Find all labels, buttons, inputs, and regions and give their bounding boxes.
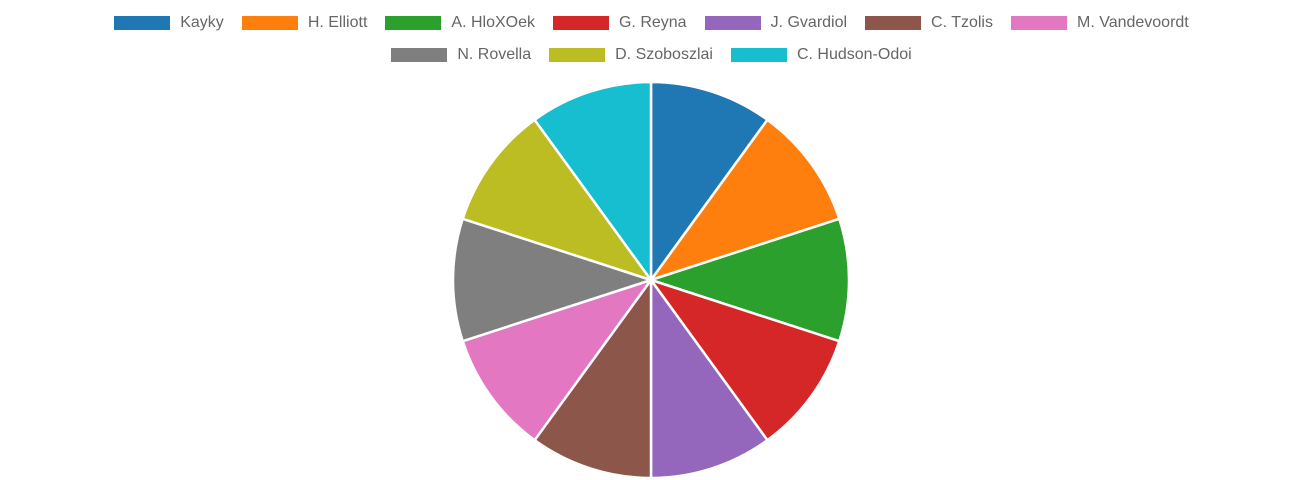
legend-row-2: N. Rovella D. Szoboszlai C. Hudson-Odoi bbox=[0, 44, 1303, 66]
pie-slice[interactable] bbox=[649, 217, 851, 343]
legend-item[interactable]: Kayky bbox=[114, 12, 224, 34]
legend-item[interactable]: A. HloXOek bbox=[385, 12, 535, 34]
legend-swatch bbox=[241, 16, 298, 30]
legend-swatch bbox=[704, 16, 761, 30]
pie-slice[interactable] bbox=[649, 278, 769, 480]
legend-item[interactable]: H. Elliott bbox=[241, 12, 368, 34]
legend-swatch bbox=[114, 16, 171, 30]
legend-item[interactable]: J. Gvardiol bbox=[704, 12, 848, 34]
legend-item[interactable]: M. Vandevoordt bbox=[1010, 12, 1189, 34]
legend-swatch bbox=[391, 48, 448, 62]
legend-item[interactable]: C. Hudson-Odoi bbox=[730, 44, 912, 66]
legend-label: Kayky bbox=[180, 14, 224, 31]
legend-swatch bbox=[1010, 16, 1067, 30]
legend-label: C. Hudson-Odoi bbox=[796, 46, 912, 63]
pie-slice[interactable] bbox=[533, 80, 653, 282]
legend-label: A. HloXOek bbox=[451, 14, 535, 31]
pie-slice[interactable] bbox=[533, 278, 653, 480]
legend-item[interactable]: N. Rovella bbox=[391, 44, 531, 66]
legend-swatch bbox=[865, 16, 922, 30]
legend-label: M. Vandevoordt bbox=[1076, 14, 1189, 31]
legend-item[interactable]: D. Szoboszlai bbox=[549, 44, 713, 66]
legend-swatch bbox=[552, 16, 609, 30]
legend-label: N. Rovella bbox=[457, 46, 532, 63]
pie-slice[interactable] bbox=[461, 278, 653, 442]
legend-label: C. Tzolis bbox=[931, 14, 993, 31]
pie-slice[interactable] bbox=[461, 118, 653, 282]
pie-slice[interactable] bbox=[649, 80, 769, 282]
legend-label: J. Gvardiol bbox=[770, 14, 848, 31]
legend-label: H. Elliott bbox=[307, 14, 368, 31]
legend-swatch bbox=[549, 48, 606, 62]
legend-item[interactable]: G. Reyna bbox=[552, 12, 687, 34]
legend-swatch bbox=[730, 48, 787, 62]
legend-swatch bbox=[385, 16, 442, 30]
pie-slice[interactable] bbox=[451, 217, 653, 343]
pie-slice[interactable] bbox=[649, 118, 841, 282]
pie-slice[interactable] bbox=[649, 278, 841, 442]
legend-label: G. Reyna bbox=[618, 14, 687, 31]
legend-label: D. Szoboszlai bbox=[615, 46, 713, 63]
legend-item[interactable]: C. Tzolis bbox=[865, 12, 993, 34]
legend-row-1: Kayky H. Elliott A. HloXOek G. Reyna J. Gvar… bbox=[0, 12, 1303, 34]
